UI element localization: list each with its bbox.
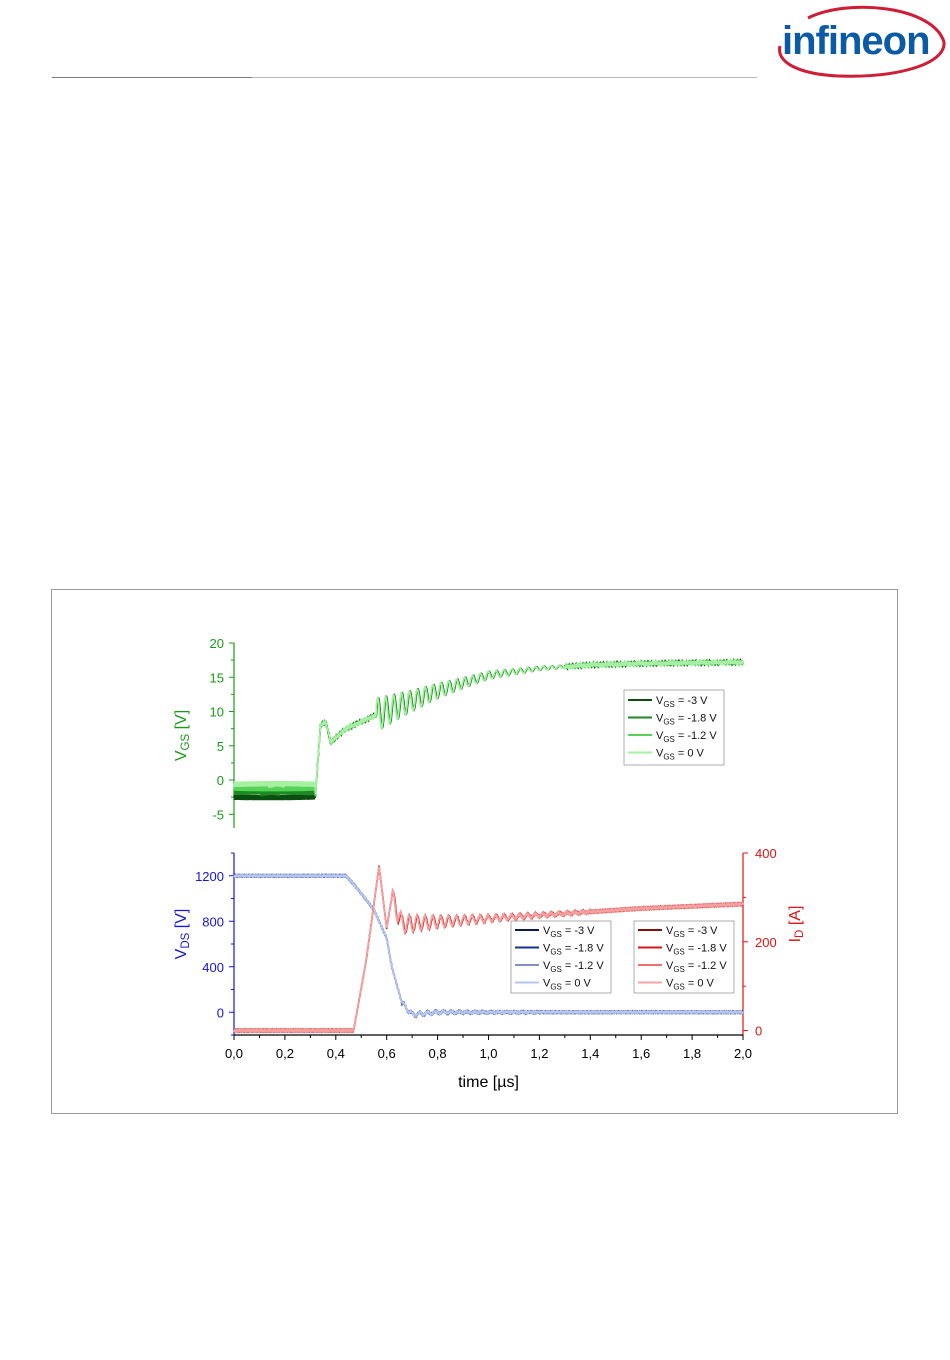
vds-y-tick-label: 0 bbox=[217, 1005, 224, 1020]
vds-id-panel: 0 400 800 1200 VDS [V] 0 200 400 ID [A] 0,0 0,2 0,4… bbox=[173, 846, 806, 1091]
x-tick-label: 0,2 bbox=[276, 1046, 294, 1061]
header-rule-accent bbox=[52, 77, 252, 78]
x-tick-label: 0,4 bbox=[327, 1046, 345, 1061]
x-tick-label: 0,8 bbox=[429, 1046, 447, 1061]
vds-legend-entry: VGS = 0 V bbox=[543, 978, 591, 992]
vds-legend: VGS = -3 V VGS = -1.8 V VGS = -1.2 V VGS = … bbox=[510, 920, 612, 994]
x-tick-label: 1,2 bbox=[530, 1046, 548, 1061]
vds-legend-box bbox=[510, 920, 612, 994]
vgs-y-tick-label: 15 bbox=[210, 670, 224, 685]
vds-y-axis-label: VDS [V] bbox=[173, 909, 192, 960]
vgs-y-axis-label: VGS [V] bbox=[173, 710, 192, 761]
id-legend-entry: VGS = -1.8 V bbox=[666, 943, 727, 957]
id-y-axis-label: ID [A] bbox=[787, 906, 806, 943]
id-legend-entry: VGS = 0 V bbox=[666, 978, 714, 992]
id-y-tick-label: 200 bbox=[755, 935, 777, 950]
id-y-tick-label: 400 bbox=[755, 846, 777, 861]
id-legend-entry: VGS = -3 V bbox=[666, 925, 718, 939]
id-series-line bbox=[233, 866, 744, 1034]
vds-legend-entry: VGS = -1.8 V bbox=[543, 943, 604, 957]
x-tick-label: 1,4 bbox=[581, 1046, 599, 1061]
vds-legend-entry: VGS = -3 V bbox=[543, 925, 595, 939]
vgs-y-tick-label: 0 bbox=[217, 773, 224, 788]
id-legend: VGS = -3 V VGS = -1.8 V VGS = -1.2 V VGS = … bbox=[633, 920, 735, 994]
header-rule bbox=[52, 77, 757, 78]
vgs-legend-entry: VGS = -1.2 V bbox=[656, 730, 717, 744]
figure-frame bbox=[51, 589, 898, 1114]
vds-legend-entry: VGS = -1.2 V bbox=[543, 960, 604, 974]
infineon-logo: infineon bbox=[778, 5, 946, 78]
vgs-legend-entry: VGS = -1.8 V bbox=[656, 713, 717, 727]
vgs-y-tick-label: 20 bbox=[210, 636, 224, 651]
vgs-y-tick-label: 5 bbox=[217, 739, 224, 754]
x-tick-label: 0,6 bbox=[378, 1046, 396, 1061]
id-legend-entry: VGS = -1.2 V bbox=[666, 960, 727, 974]
id-legend-box bbox=[633, 920, 735, 994]
vgs-y-tick-label: -5 bbox=[212, 807, 224, 822]
svg-text:infineon: infineon bbox=[782, 19, 930, 63]
vds-series-line bbox=[233, 873, 744, 1018]
vgs-legend-entry: VGS = 0 V bbox=[656, 748, 704, 762]
vds-y-tick-label: 800 bbox=[202, 914, 224, 929]
x-axis-label: time [µs] bbox=[458, 1074, 519, 1091]
x-tick-label: 1,0 bbox=[479, 1046, 497, 1061]
vgs-legend-entry: VGS = -3 V bbox=[656, 695, 708, 709]
vgs-y-tick-label: 10 bbox=[210, 705, 224, 720]
id-y-tick-label: 0 bbox=[755, 1024, 762, 1039]
vds-y-tick-label: 400 bbox=[202, 960, 224, 975]
vgs-series-line bbox=[233, 657, 744, 795]
vds-y-tick-label: 1200 bbox=[195, 869, 224, 884]
x-tick-label: 1,8 bbox=[683, 1046, 701, 1061]
x-tick-label: 0,0 bbox=[225, 1046, 243, 1061]
vgs-legend: VGS = -3 V VGS = -1.8 V VGS = -1.2 V VGS = … bbox=[623, 689, 725, 766]
x-tick-label: 1,6 bbox=[632, 1046, 650, 1061]
x-tick-label: 2,0 bbox=[734, 1046, 752, 1061]
